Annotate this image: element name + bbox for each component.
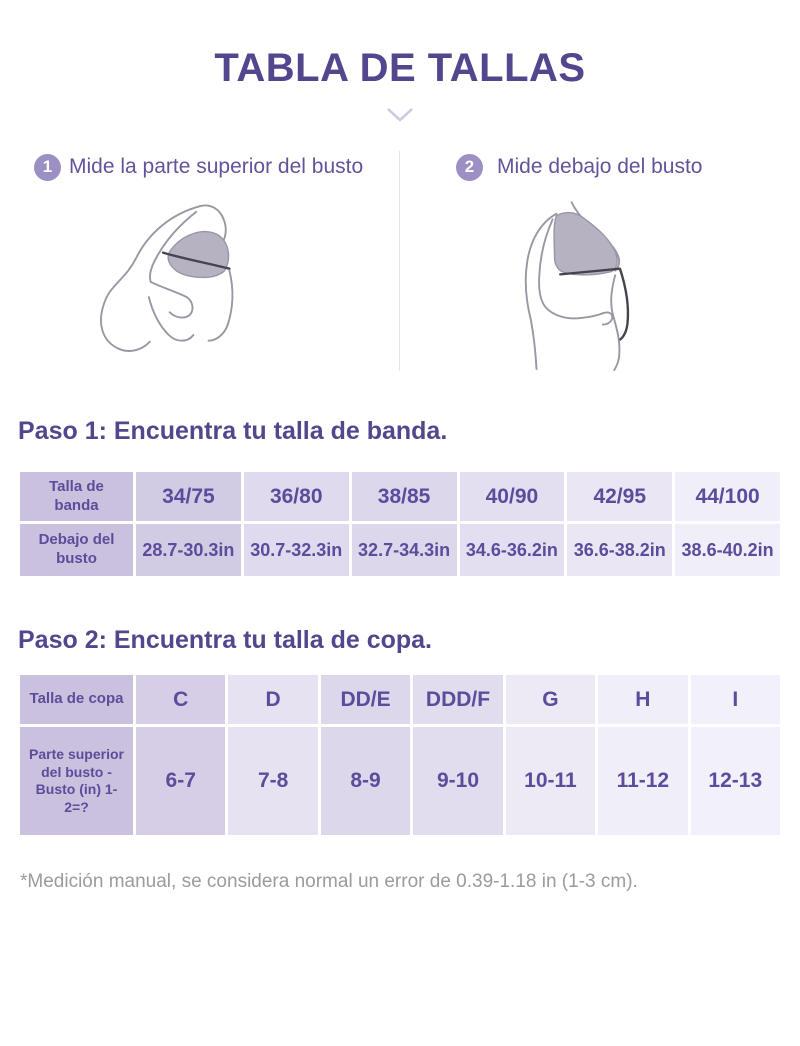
underbust-range-cell: 34.6-36.2in xyxy=(459,524,565,576)
measurement-disclaimer: *Medición manual, se considera normal un… xyxy=(20,871,638,892)
cup-size-cell: D xyxy=(228,675,318,724)
cup-diff-cell: 11-12 xyxy=(598,727,688,835)
step-2-header: 2 Mide debajo del busto xyxy=(400,151,800,183)
cup-size-cell: G xyxy=(505,675,596,724)
cup-size-cell: I xyxy=(690,675,780,724)
step-1-column: 1 Mide la parte superior del busto xyxy=(0,151,400,371)
underbust-range-cell: 38.6-40.2in xyxy=(675,524,780,576)
underbust-range-cell: 32.7-34.3in xyxy=(351,524,457,576)
underbust-range-cell: 28.7-30.3in xyxy=(136,524,241,576)
cup-table-row2-label: Parte superior del busto -Busto (in) 1-2… xyxy=(20,727,133,835)
step-2-label: Mide debajo del busto xyxy=(497,155,703,178)
band-size-cell: 40/90 xyxy=(459,472,565,521)
step-1-header: 1 Mide la parte superior del busto xyxy=(0,151,399,183)
step-1-label: Mide la parte superior del busto xyxy=(69,155,364,178)
band-size-table: Talla de banda 34/75 36/80 38/85 40/90 4… xyxy=(20,472,780,576)
cup-diff-cell: 12-13 xyxy=(690,727,780,835)
cup-size-cell: C xyxy=(136,675,226,724)
band-table-row1-label: Talla de banda xyxy=(20,472,133,521)
cup-diff-cell: 6-7 xyxy=(136,727,226,835)
cup-diff-cell: 9-10 xyxy=(413,727,503,835)
cup-diff-cell: 7-8 xyxy=(228,727,318,835)
size-chart-page: TABLA DE TALLAS 1 Mide la parte superior… xyxy=(0,46,800,1046)
step-2-column: 2 Mide debajo del busto xyxy=(400,151,800,371)
woman-measuring-over-bust-illustration xyxy=(0,183,399,371)
band-size-cell: 38/85 xyxy=(351,472,457,521)
step-2-number-badge: 2 xyxy=(456,153,483,181)
band-size-cell: 34/75 xyxy=(136,472,241,521)
band-size-cell: 36/80 xyxy=(243,472,349,521)
step-2-section-heading: Paso 2: Encuentra tu talla de copa. xyxy=(18,626,433,654)
band-table-row2-label: Debajo del busto xyxy=(20,524,133,576)
measure-steps: 1 Mide la parte superior del busto xyxy=(0,151,800,371)
chevron-down-icon xyxy=(0,107,800,125)
underbust-range-cell: 36.6-38.2in xyxy=(567,524,673,576)
underbust-range-cell: 30.7-32.3in xyxy=(243,524,349,576)
woman-measuring-under-bust-illustration xyxy=(400,183,800,371)
page-title: TABLA DE TALLAS xyxy=(214,46,586,90)
band-size-cell: 44/100 xyxy=(675,472,780,521)
cup-table-row1-label: Talla de copa xyxy=(20,675,133,724)
step-1-section-heading: Paso 1: Encuentra tu talla de banda. xyxy=(18,417,448,445)
cup-diff-cell: 8-9 xyxy=(320,727,411,835)
cup-diff-cell: 10-11 xyxy=(505,727,596,835)
cup-size-cell: DD/E xyxy=(320,675,411,724)
cup-size-cell: DDD/F xyxy=(413,675,503,724)
band-size-cell: 42/95 xyxy=(567,472,673,521)
cup-size-cell: H xyxy=(598,675,688,724)
cup-size-table: Talla de copa C D DD/E DDD/F G H I Parte… xyxy=(20,675,780,835)
step-1-number-badge: 1 xyxy=(34,153,61,181)
